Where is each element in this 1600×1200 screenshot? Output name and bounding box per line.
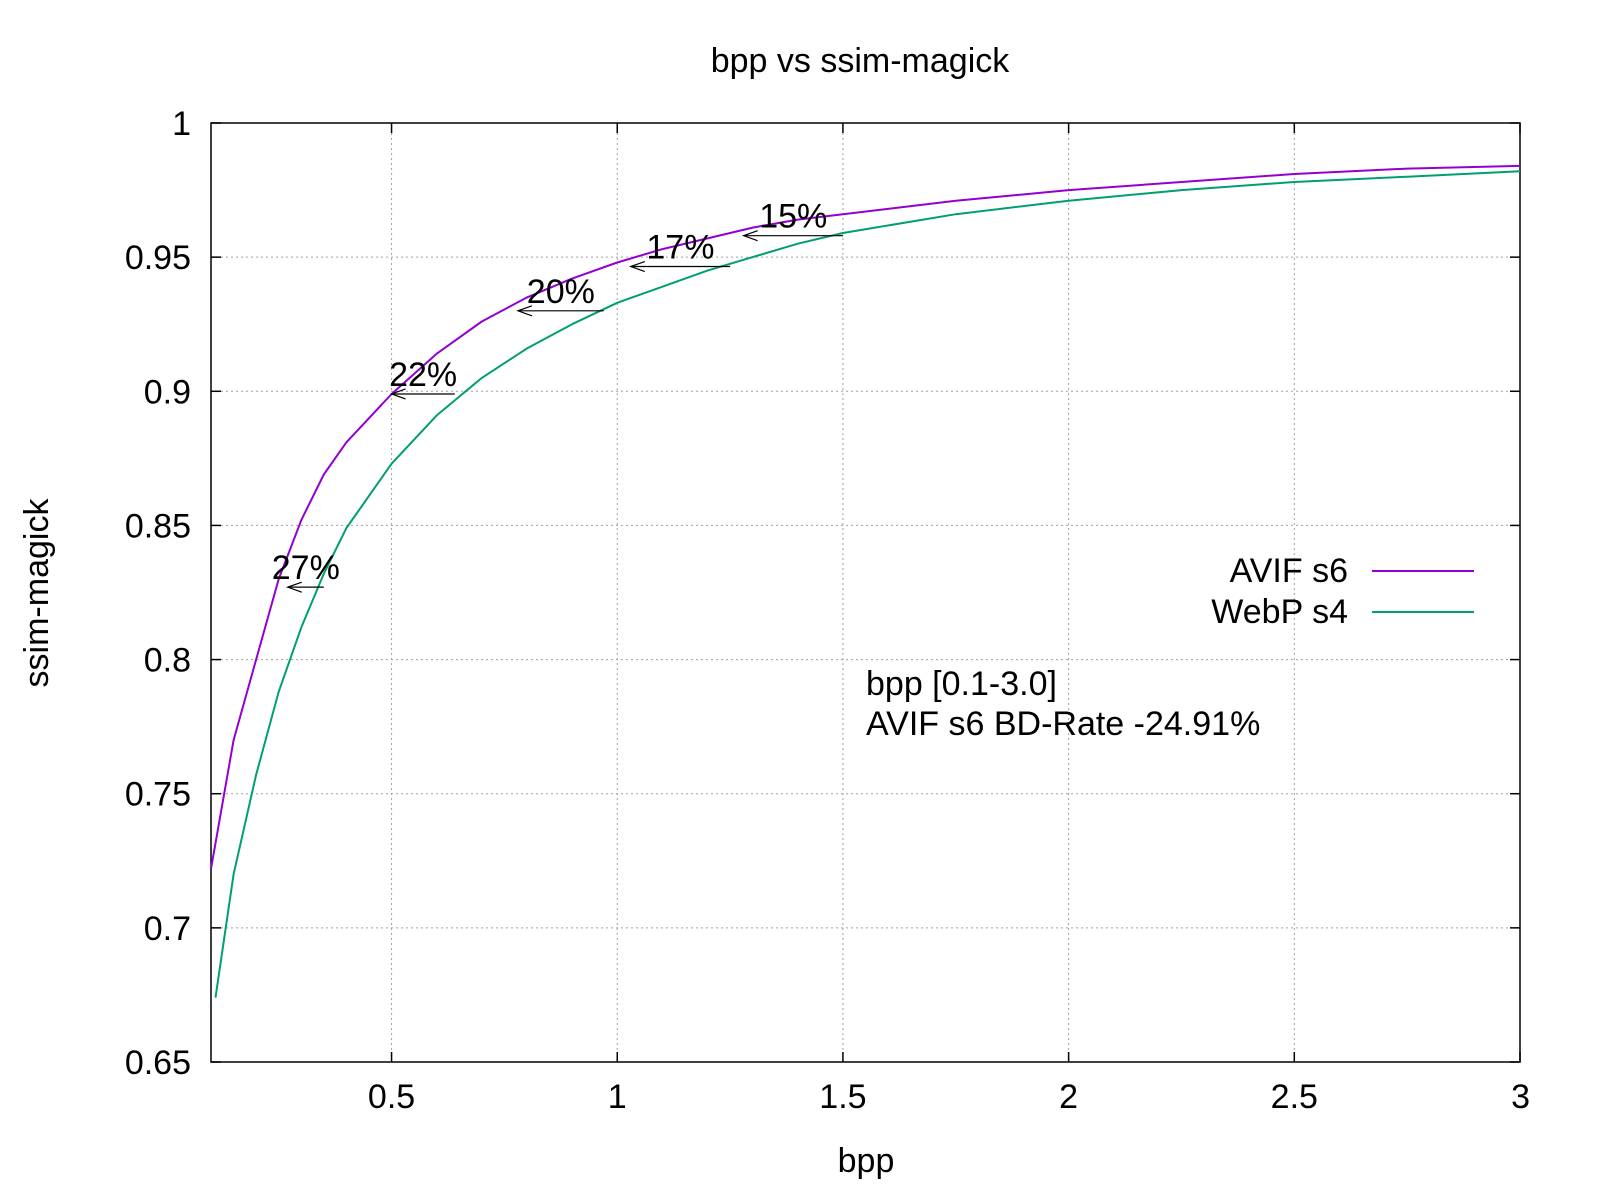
chart-title: bpp vs ssim-magick [711,42,1011,80]
x-tick-label: 0.5 [368,1078,415,1116]
x-tick-label: 1.5 [819,1078,866,1116]
bd-percent-label: 27% [272,549,340,587]
legend-label-webp: WebP s4 [1211,593,1348,631]
y-axis-label: ssim-magick [18,498,56,688]
y-tick-label: 0.65 [125,1044,191,1082]
grid-layer [211,123,1520,1062]
y-tick-label: 0.7 [144,910,191,948]
y-tick-label: 0.75 [125,776,191,814]
bd-percent-label: 20% [527,273,595,311]
x-tick-label: 2 [1059,1078,1078,1116]
bd-arrow-head [389,388,406,400]
tick-layer: 0.65 0.7 0.75 0.8 0.85 0.9 0.95 1 0.5 1 1.5 2 2.5 3 [125,105,1530,1116]
bd-arrow-head [628,260,645,273]
series-line-avif [210,164,1521,869]
bd-arrow-head [285,581,302,593]
annotation-layer: 27% 22% 20% 17% 15% [272,198,843,593]
y-tick-label: 0.85 [125,507,191,545]
bd-rate-value-note: AVIF s6 BD-Rate -24.91% [866,705,1260,743]
bd-arrow-head [516,305,533,317]
series-layer [210,164,1521,998]
y-tick-label: 1 [172,105,191,143]
y-tick-label: 0.9 [144,373,191,411]
bd-percent-label: 15% [759,198,827,236]
bd-arrow-head [741,230,758,242]
bd-rate-range-note: bpp [0.1-3.0] [866,665,1057,703]
x-tick-label: 3 [1511,1078,1530,1116]
y-tick-label: 0.95 [125,239,191,277]
series-line-webp [214,170,1521,998]
bd-percent-label: 17% [646,229,714,267]
plot-frame [210,122,1521,1063]
y-tick-label: 0.8 [144,642,191,680]
legend-label-avif: AVIF s6 [1230,552,1348,590]
legend: AVIF s6 WebP s4 [1211,552,1474,631]
bd-percent-label: 22% [389,356,457,394]
x-tick-label: 1 [608,1078,627,1116]
x-axis-label: bpp [838,1142,895,1180]
x-tick-label: 2.5 [1271,1078,1318,1116]
